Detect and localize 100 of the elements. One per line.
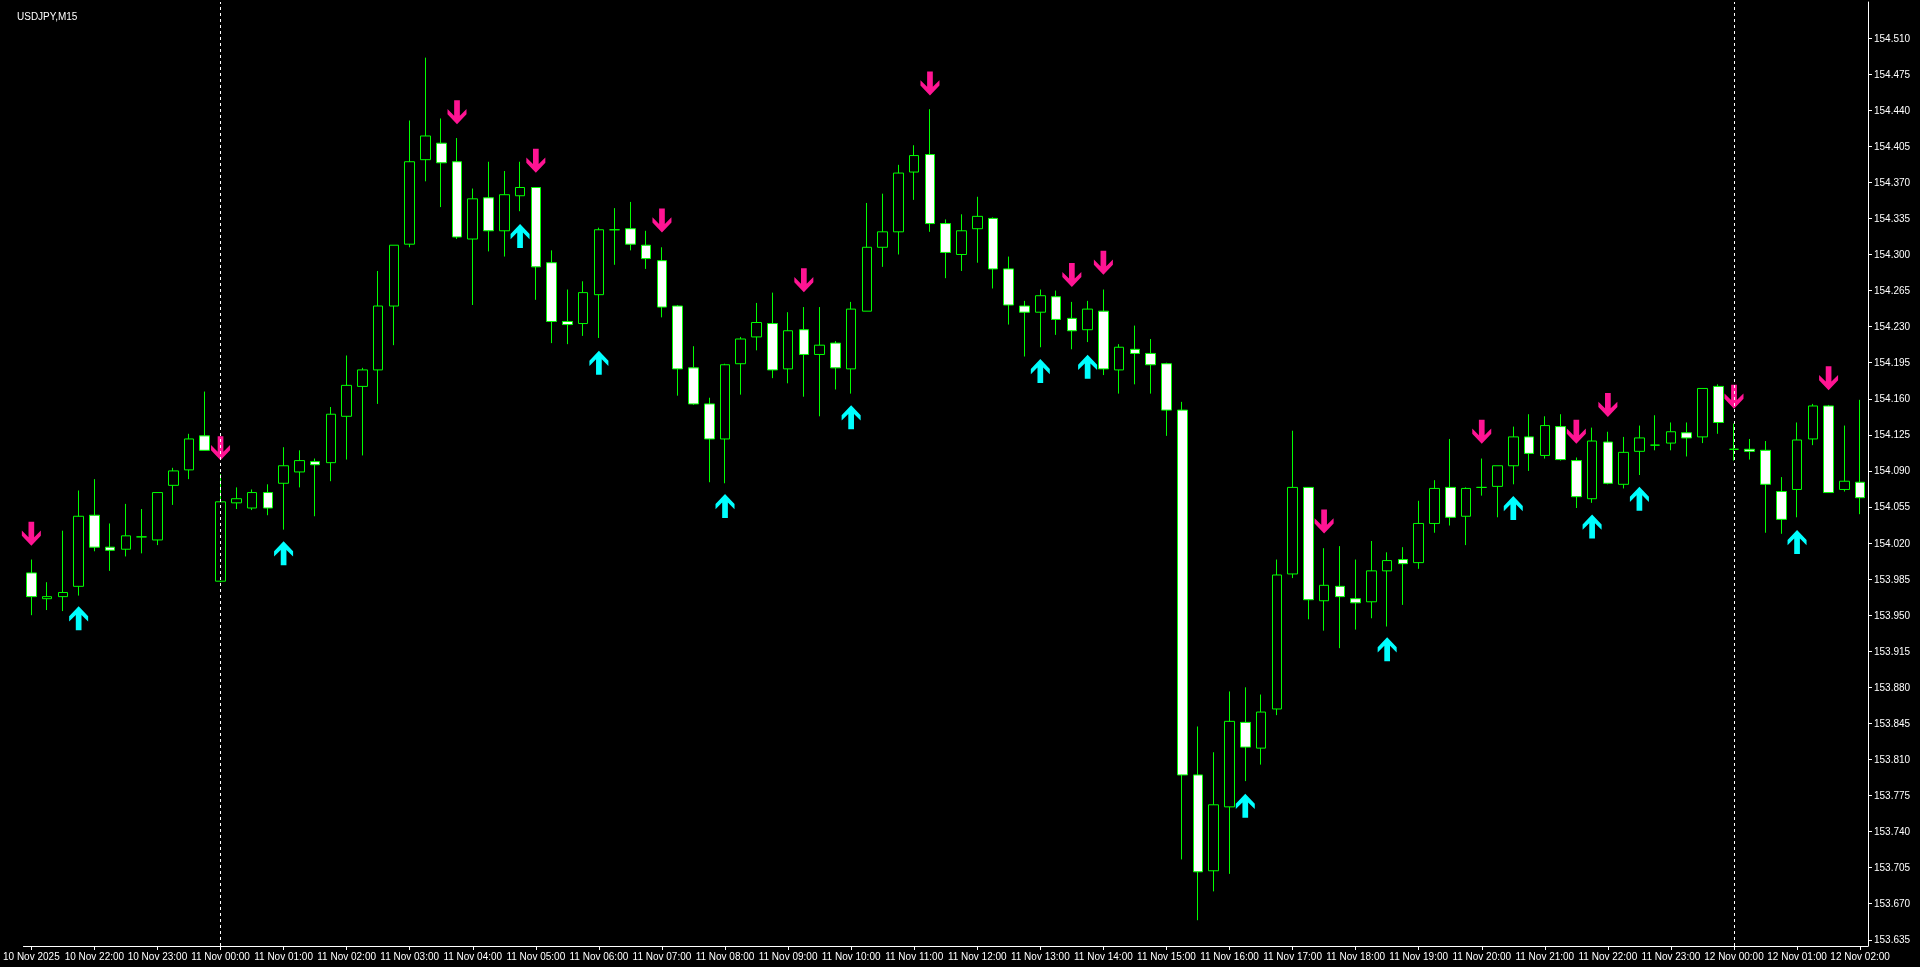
point — [715, 493, 735, 518]
candlestick — [704, 397, 715, 483]
candlestick — [1792, 421, 1802, 518]
y-tick-label: 154.300 — [1874, 248, 1911, 260]
candlestick — [799, 306, 809, 398]
y-tick-label: 153.775 — [1874, 790, 1911, 802]
candlestick — [1666, 421, 1676, 451]
x-tick-label: 11 Nov 05:00 — [506, 950, 566, 962]
y-tick-label: 154.405 — [1874, 140, 1911, 152]
point — [1582, 514, 1602, 539]
candlestick — [720, 363, 730, 484]
candlestick — [783, 311, 793, 384]
x-tick-label: 11 Nov 22:00 — [1578, 950, 1638, 962]
candlestick — [877, 193, 888, 268]
candlestick — [1555, 413, 1566, 462]
point — [1819, 366, 1839, 391]
candlestick — [1224, 690, 1235, 875]
candlestick — [263, 483, 273, 516]
y-tick-label: 154.090 — [1874, 465, 1911, 477]
y-tick-label: 153.670 — [1874, 898, 1911, 910]
candlestick — [1145, 338, 1156, 395]
point — [274, 541, 294, 566]
y-tick-label: 153.705 — [1874, 862, 1911, 874]
x-tick-label: 11 Nov 06:00 — [569, 950, 629, 962]
point — [1314, 509, 1334, 534]
x-tick-label: 10 Nov 22:00 — [64, 950, 125, 962]
x-tick-label: 11 Nov 17:00 — [1263, 950, 1323, 962]
candlestick — [609, 207, 620, 266]
candlestick — [436, 117, 447, 208]
x-tick-label: 12 Nov 01:00 — [1767, 950, 1828, 962]
point — [447, 100, 467, 125]
candlestick — [1193, 725, 1203, 921]
y-tick-label: 153.740 — [1874, 826, 1911, 838]
x-tick-label: 11 Nov 09:00 — [758, 950, 818, 962]
candlestick — [1492, 465, 1503, 518]
candlestick — [389, 244, 399, 346]
candlestick — [1650, 414, 1660, 451]
y-tick-label: 154.510 — [1874, 32, 1911, 44]
y-tick-label: 154.125 — [1874, 429, 1911, 441]
candlestick — [1823, 404, 1834, 494]
candlestick — [1429, 479, 1440, 534]
candlestick — [893, 164, 904, 255]
point — [1566, 419, 1586, 444]
candlestick — [58, 530, 68, 612]
point — [1030, 358, 1050, 383]
candlestick — [483, 161, 494, 252]
point — [1629, 486, 1649, 511]
candlestick — [814, 306, 825, 417]
x-tick-label: 10 Nov 23:00 — [127, 950, 188, 962]
candlestick — [420, 57, 431, 182]
x-tick-label: 11 Nov 10:00 — [821, 950, 881, 962]
point — [589, 350, 609, 375]
x-tick-label: 11 Nov 15:00 — [1137, 950, 1197, 962]
y-tick-label: 153.845 — [1874, 717, 1911, 729]
candlestick — [1618, 436, 1629, 489]
x-tick-label: 11 Nov 12:00 — [947, 950, 1008, 962]
candlestick — [1019, 300, 1030, 358]
candlestick — [1035, 289, 1046, 348]
candlestick — [357, 367, 368, 456]
x-tick-label: 11 Nov 18:00 — [1326, 950, 1386, 962]
candlestick — [1398, 546, 1408, 606]
candlestick — [515, 161, 525, 212]
candlestick — [594, 227, 604, 339]
candlestick — [925, 108, 935, 233]
candlestick — [1760, 440, 1771, 534]
point — [1598, 392, 1618, 417]
y-tick-label: 153.880 — [1874, 681, 1911, 693]
x-tick-label: 11 Nov 14:00 — [1074, 950, 1134, 962]
candlestick — [1744, 438, 1755, 461]
y-tick-label: 153.985 — [1874, 573, 1911, 585]
candlestick — [1603, 431, 1613, 485]
point — [1724, 384, 1744, 409]
candlestick — [89, 478, 100, 552]
point — [69, 606, 89, 631]
y-tick-label: 154.335 — [1874, 212, 1911, 224]
point — [652, 208, 672, 233]
point — [1235, 793, 1255, 818]
y-tick-label: 154.440 — [1874, 104, 1911, 116]
x-tick-label: 11 Nov 07:00 — [632, 950, 692, 962]
y-tick-label: 154.195 — [1874, 357, 1911, 369]
candlestick — [1256, 694, 1266, 766]
candlestick — [326, 406, 336, 482]
candlestick — [1776, 476, 1787, 535]
point — [510, 223, 530, 248]
x-tick-label: 11 Nov 23:00 — [1641, 950, 1701, 962]
candlestick — [546, 249, 557, 344]
candlestick — [1571, 457, 1582, 509]
x-tick-label: 11 Nov 08:00 — [695, 950, 755, 962]
x-tick-label: 11 Nov 11:00 — [885, 950, 944, 962]
candlestick — [846, 301, 856, 395]
candlestick — [1445, 438, 1456, 527]
candlestick — [972, 196, 983, 264]
point — [920, 71, 940, 96]
candlestick — [215, 473, 226, 583]
point — [1503, 496, 1523, 521]
x-tick-label: 11 Nov 03:00 — [380, 950, 440, 962]
point — [1377, 637, 1397, 662]
x-tick-label: 12 Nov 02:00 — [1830, 950, 1891, 962]
candlestick — [625, 201, 636, 251]
candlestick — [1681, 421, 1692, 457]
